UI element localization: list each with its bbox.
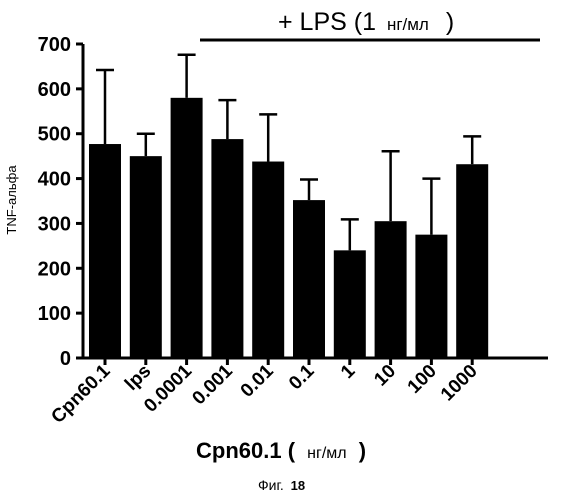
x-tick-label: 100 xyxy=(404,361,441,398)
bar xyxy=(456,164,488,358)
lps-annotation-close: ) xyxy=(446,8,454,36)
x-tick-label: 0.01 xyxy=(237,360,278,401)
lps-annotation-main: + LPS (1 xyxy=(278,8,376,36)
bar xyxy=(89,144,121,358)
y-tick-label: 100 xyxy=(38,303,71,325)
x-axis-label-unit: нг/мл xyxy=(307,445,346,462)
y-tick-label: 600 xyxy=(38,79,71,101)
x-axis-label-close: ) xyxy=(359,438,366,463)
bar xyxy=(334,250,366,358)
bar xyxy=(130,156,162,358)
y-tick-label: 700 xyxy=(38,34,71,56)
x-tick-label: 1000 xyxy=(437,361,482,406)
y-tick-label: 300 xyxy=(38,213,71,235)
lps-annotation-unit: нг/мл xyxy=(387,15,429,34)
figure-caption-number: 18 xyxy=(291,478,305,493)
y-tick-label: 200 xyxy=(38,258,71,280)
bar xyxy=(415,235,447,358)
x-axis-label: Cpn60.1 ( нг/мл ) xyxy=(196,438,366,463)
lps-annotation: + LPS (1 нг/мл ) xyxy=(278,8,454,36)
y-tick-label: 0 xyxy=(60,348,71,370)
bar xyxy=(375,221,407,358)
x-axis-label-main: Cpn60.1 ( xyxy=(196,438,296,463)
x-tick-label: lps xyxy=(121,361,155,395)
x-tick-label: Cpn60.1 xyxy=(47,360,114,427)
x-tick-label: 0.1 xyxy=(285,360,319,394)
bar xyxy=(293,200,325,358)
bar xyxy=(211,139,243,358)
bar xyxy=(252,162,284,358)
figure-caption-text: Фиг. xyxy=(258,477,284,493)
x-tick-label: 0.001 xyxy=(188,360,237,409)
x-tick-label: 10 xyxy=(370,361,400,391)
figure-caption: Фиг. 18 xyxy=(258,477,305,493)
bar xyxy=(171,98,203,358)
y-axis-label: TNF-альфа xyxy=(4,165,19,235)
y-tick-label: 400 xyxy=(38,169,71,191)
y-tick-label: 500 xyxy=(38,124,71,146)
bars-layer xyxy=(89,55,488,358)
